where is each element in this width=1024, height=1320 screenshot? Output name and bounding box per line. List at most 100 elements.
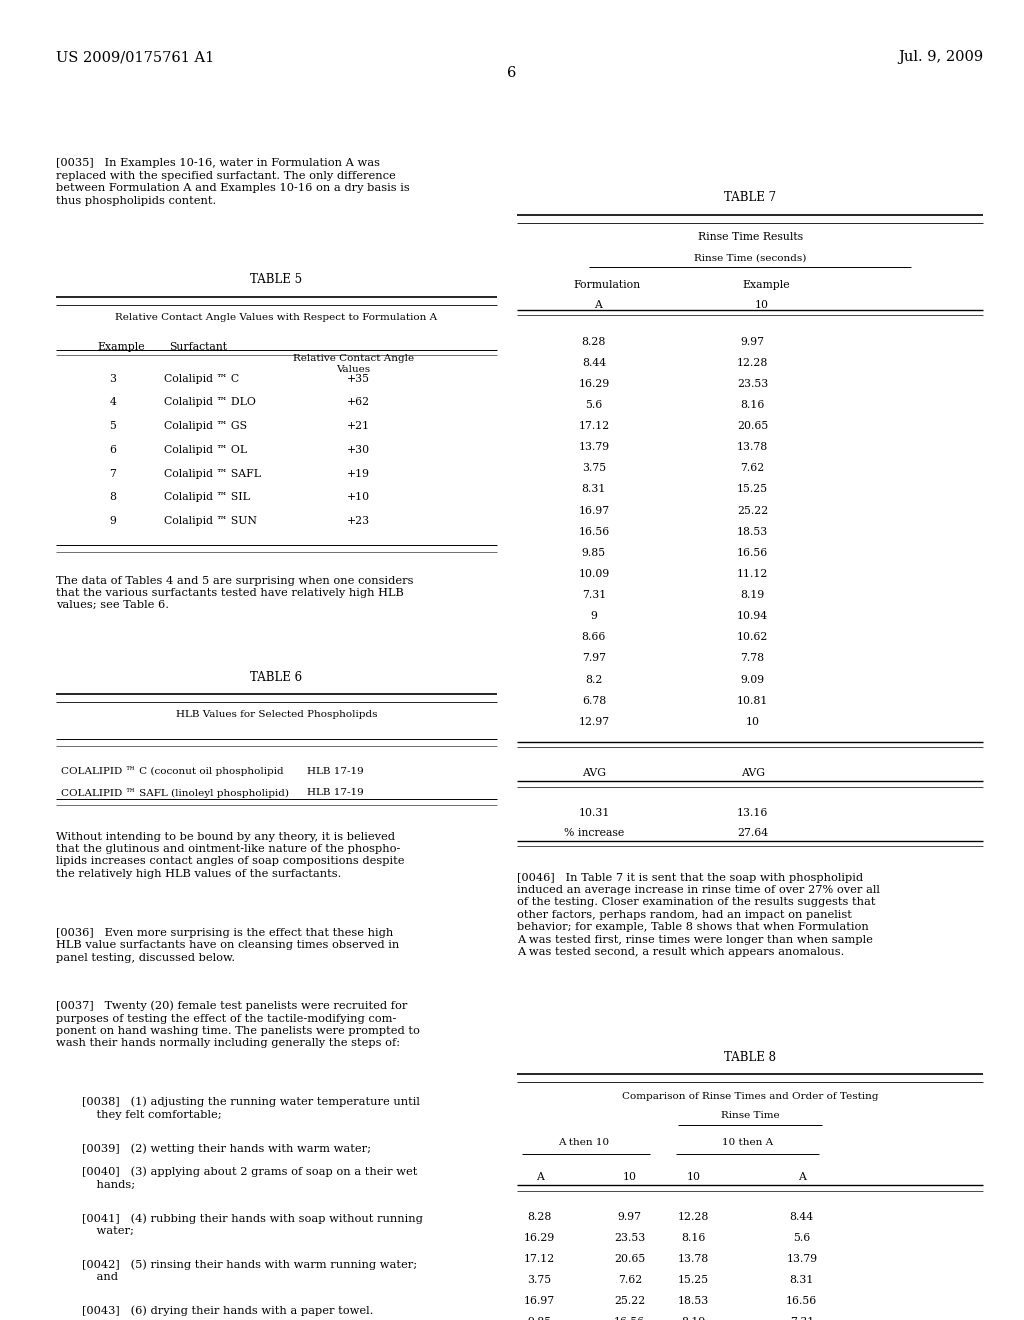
Text: Surfactant: Surfactant	[169, 342, 227, 352]
Text: 7.62: 7.62	[617, 1275, 642, 1286]
Text: 5.6: 5.6	[794, 1233, 810, 1243]
Text: Relative Contact Angle
Values: Relative Contact Angle Values	[293, 354, 414, 374]
Text: 18.53: 18.53	[737, 527, 768, 537]
Text: 9.09: 9.09	[740, 675, 765, 685]
Text: 25.22: 25.22	[737, 506, 768, 516]
Text: 10.62: 10.62	[737, 632, 768, 643]
Text: [0035]   In Examples 10-16, water in Formulation A was
replaced with the specifi: [0035] In Examples 10-16, water in Formu…	[56, 158, 410, 206]
Text: 9: 9	[591, 611, 597, 622]
Text: 8.66: 8.66	[582, 632, 606, 643]
Text: [0038]   (1) adjusting the running water temperature until
    they felt comfort: [0038] (1) adjusting the running water t…	[82, 1097, 420, 1119]
Text: 8.31: 8.31	[790, 1275, 814, 1286]
Text: A: A	[798, 1172, 806, 1183]
Text: A: A	[594, 300, 602, 310]
Text: [0043]   (6) drying their hands with a paper towel.: [0043] (6) drying their hands with a pap…	[82, 1305, 374, 1316]
Text: 17.12: 17.12	[524, 1254, 555, 1265]
Text: Rinse Time: Rinse Time	[721, 1111, 779, 1121]
Text: 3.75: 3.75	[582, 463, 606, 474]
Text: 10: 10	[686, 1172, 700, 1183]
Text: 16.97: 16.97	[579, 506, 609, 516]
Text: 25.22: 25.22	[614, 1296, 645, 1307]
Text: COLALIPID ™ SAFL (linoleyl phospholipid): COLALIPID ™ SAFL (linoleyl phospholipid)	[61, 788, 290, 797]
Text: 16.56: 16.56	[579, 527, 609, 537]
Text: Colalipid ™ SUN: Colalipid ™ SUN	[164, 516, 257, 527]
Text: Comparison of Rinse Times and Order of Testing: Comparison of Rinse Times and Order of T…	[622, 1092, 879, 1101]
Text: HLB 17-19: HLB 17-19	[307, 767, 364, 776]
Text: 5.6: 5.6	[586, 400, 602, 411]
Text: Colalipid ™ GS: Colalipid ™ GS	[164, 421, 247, 432]
Text: TABLE 6: TABLE 6	[251, 671, 302, 684]
Text: 13.16: 13.16	[737, 808, 768, 818]
Text: 16.56: 16.56	[786, 1296, 817, 1307]
Text: 8.16: 8.16	[681, 1233, 706, 1243]
Text: 12.28: 12.28	[678, 1212, 709, 1222]
Text: 9.85: 9.85	[527, 1317, 552, 1320]
Text: [0039]   (2) wetting their hands with warm water;: [0039] (2) wetting their hands with warm…	[82, 1143, 371, 1154]
Text: 8.31: 8.31	[582, 484, 606, 495]
Text: The data of Tables 4 and 5 are surprising when one considers
that the various su: The data of Tables 4 and 5 are surprisin…	[56, 576, 414, 610]
Text: 8.28: 8.28	[527, 1212, 552, 1222]
Text: 13.79: 13.79	[786, 1254, 817, 1265]
Text: 27.64: 27.64	[737, 828, 768, 838]
Text: [0036]   Even more surprising is the effect that these high
HLB value surfactant: [0036] Even more surprising is the effec…	[56, 928, 399, 962]
Text: 15.25: 15.25	[737, 484, 768, 495]
Text: 20.65: 20.65	[737, 421, 768, 432]
Text: 12.97: 12.97	[579, 717, 609, 727]
Text: AVG: AVG	[582, 768, 606, 779]
Text: 16.97: 16.97	[524, 1296, 555, 1307]
Text: % increase: % increase	[564, 828, 624, 838]
Text: +21: +21	[347, 421, 370, 432]
Text: 10 then A: 10 then A	[722, 1138, 773, 1147]
Text: 10: 10	[745, 717, 760, 727]
Text: 4: 4	[110, 397, 116, 408]
Text: 16.29: 16.29	[579, 379, 609, 389]
Text: 8.19: 8.19	[740, 590, 765, 601]
Text: 6: 6	[110, 445, 116, 455]
Text: 9.97: 9.97	[740, 337, 765, 347]
Text: US 2009/0175761 A1: US 2009/0175761 A1	[56, 50, 215, 65]
Text: Formulation: Formulation	[573, 280, 641, 290]
Text: 7: 7	[110, 469, 116, 479]
Text: 9.85: 9.85	[582, 548, 606, 558]
Text: Without intending to be bound by any theory, it is believed
that the glutinous a: Without intending to be bound by any the…	[56, 832, 404, 879]
Text: Example: Example	[97, 342, 145, 352]
Text: Colalipid ™ OL: Colalipid ™ OL	[164, 445, 247, 455]
Text: TABLE 5: TABLE 5	[251, 273, 302, 286]
Text: TABLE 7: TABLE 7	[724, 191, 776, 205]
Text: +23: +23	[347, 516, 370, 527]
Text: 10: 10	[623, 1172, 637, 1183]
Text: 10.31: 10.31	[579, 808, 609, 818]
Text: 9: 9	[110, 516, 116, 527]
Text: A: A	[536, 1172, 544, 1183]
Text: [0042]   (5) rinsing their hands with warm running water;
    and: [0042] (5) rinsing their hands with warm…	[82, 1259, 417, 1282]
Text: 8.2: 8.2	[586, 675, 602, 685]
Text: 15.25: 15.25	[678, 1275, 709, 1286]
Text: Colalipid ™ SAFL: Colalipid ™ SAFL	[164, 469, 261, 479]
Text: 3.75: 3.75	[527, 1275, 552, 1286]
Text: 13.78: 13.78	[678, 1254, 709, 1265]
Text: 10.94: 10.94	[737, 611, 768, 622]
Text: 23.53: 23.53	[737, 379, 768, 389]
Text: 20.65: 20.65	[614, 1254, 645, 1265]
Text: 5: 5	[110, 421, 116, 432]
Text: 10.09: 10.09	[579, 569, 609, 579]
Text: 3: 3	[110, 374, 116, 384]
Text: HLB Values for Selected Phospholipds: HLB Values for Selected Phospholipds	[176, 710, 377, 719]
Text: 11.12: 11.12	[737, 569, 768, 579]
Text: Example: Example	[742, 280, 791, 290]
Text: 7.78: 7.78	[740, 653, 765, 664]
Text: 17.12: 17.12	[579, 421, 609, 432]
Text: 16.56: 16.56	[737, 548, 768, 558]
Text: +62: +62	[347, 397, 370, 408]
Text: A then 10: A then 10	[558, 1138, 609, 1147]
Text: Rinse Time (seconds): Rinse Time (seconds)	[694, 253, 806, 263]
Text: 7.31: 7.31	[790, 1317, 814, 1320]
Text: 12.28: 12.28	[737, 358, 768, 368]
Text: 6: 6	[507, 66, 517, 81]
Text: 8.16: 8.16	[740, 400, 765, 411]
Text: Colalipid ™ C: Colalipid ™ C	[164, 374, 239, 384]
Text: 16.29: 16.29	[524, 1233, 555, 1243]
Text: AVG: AVG	[740, 768, 765, 779]
Text: 7.97: 7.97	[582, 653, 606, 664]
Text: Relative Contact Angle Values with Respect to Formulation A: Relative Contact Angle Values with Respe…	[116, 313, 437, 322]
